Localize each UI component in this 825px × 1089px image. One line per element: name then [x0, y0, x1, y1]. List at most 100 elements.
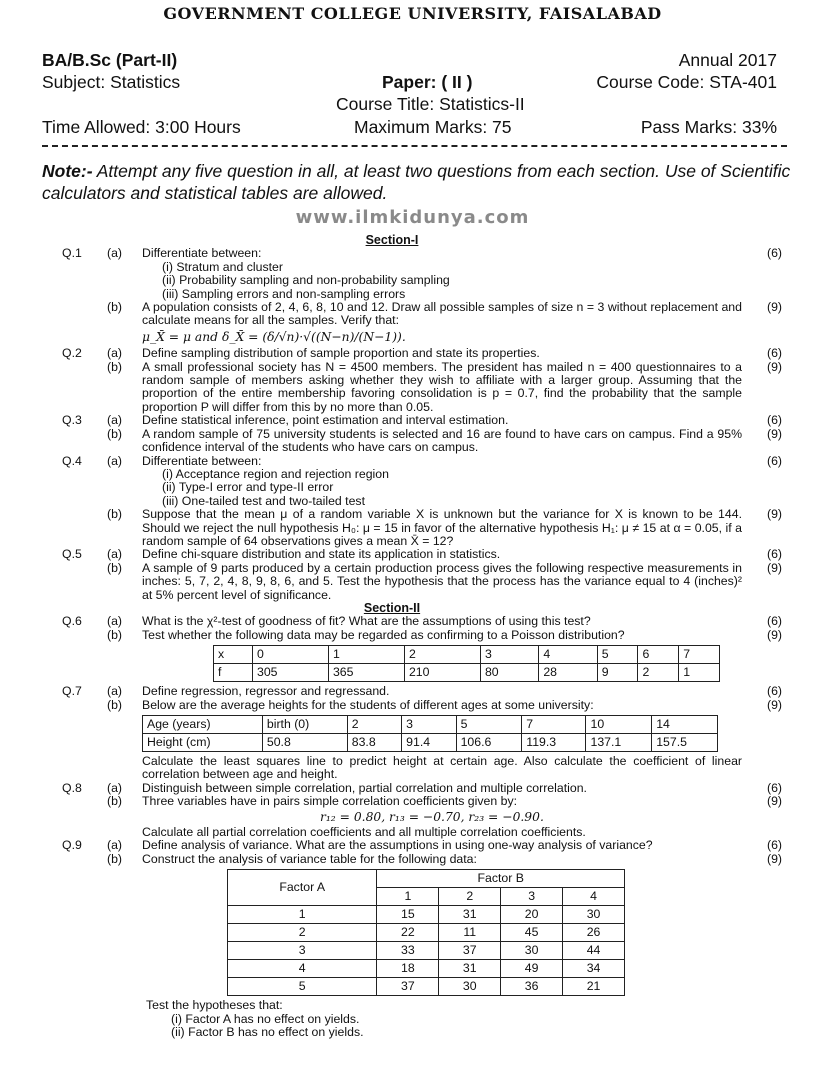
question-number: Q.3	[62, 413, 82, 428]
university-title: GOVERNMENT COLLEGE UNIVERSITY, FAISALABA…	[163, 4, 662, 23]
table-cell: 45	[500, 923, 564, 943]
max-marks: Maximum Marks: 75	[354, 117, 512, 137]
table-row: Age (years) birth (0) 2 3 5 7 10 14	[142, 715, 718, 734]
sub-item: (iii) Sampling errors and non-sampling e…	[162, 286, 406, 301]
marks: (9)	[766, 507, 782, 522]
table-cell: 365	[327, 663, 405, 683]
question-6: Q.6 (a) What is the χ²-test of goodness of…	[62, 614, 782, 683]
question-text: A sample of 9 parts produced by a certai…	[142, 560, 742, 602]
time-allowed: Time Allowed: 3:00 Hours	[42, 117, 241, 137]
table-cell: 137.1	[585, 733, 653, 752]
question-9: Q.9 (a) Define analysis of variance. What …	[62, 839, 782, 1039]
part-label: (a)	[107, 838, 123, 853]
table-cell: 37	[376, 977, 440, 997]
row-header: Factor A	[226, 869, 378, 907]
table-cell: 2	[226, 923, 378, 943]
question-8: Q.8 (a) Distinguish between simple correla…	[62, 780, 782, 840]
table-cell: 2	[403, 645, 481, 665]
question-text: Test whether the following data may be r…	[142, 627, 625, 642]
section-2-heading: Section-II	[363, 600, 421, 615]
question-number: Q.5	[62, 547, 82, 562]
table-cell: 2	[637, 663, 680, 683]
table-cell: 5	[455, 715, 523, 734]
instructions-note: Note:- Attempt any five question in all,…	[42, 160, 792, 204]
age-height-table: Age (years) birth (0) 2 3 5 7 10 14 Height (cm) 5…	[142, 715, 718, 752]
column-label: 3	[500, 887, 564, 907]
question-text: Define regression, regressor and regress…	[142, 684, 390, 699]
table-cell: Age (years)	[142, 715, 263, 734]
table-cell: 26	[562, 923, 625, 943]
part-label: (a)	[107, 780, 123, 795]
course-title: Course Title: Statistics-II	[336, 94, 525, 114]
question-number: Q.1	[62, 246, 82, 261]
marks: (6)	[766, 413, 782, 428]
question-text: What is the χ²-test of goodness of fit? …	[142, 614, 591, 629]
table-cell: 36	[500, 977, 564, 997]
part-label: (b)	[107, 300, 123, 315]
table-cell: 80	[479, 663, 540, 683]
sub-item: (ii) Probability sampling and non-probab…	[162, 273, 450, 288]
question-text: A random sample of 75 university student…	[142, 426, 742, 455]
poisson-data-table: x 0 1 2 3 4 5 6 7 f 305 365 210 80 28 9 2 1	[213, 645, 720, 683]
anova-data-table: Factor A Factor B 1 2 3 4 1 15 31 20 30 2 22 11 45 26 3 3…	[226, 869, 625, 997]
table-cell: 305	[251, 663, 329, 683]
hypotheses: Test the hypotheses that: (i) Factor A h…	[62, 998, 782, 1040]
table-cell: 50.8	[261, 733, 348, 752]
part-label: (b)	[107, 851, 123, 866]
marks: (9)	[766, 560, 782, 575]
table-cell: 1	[226, 905, 378, 925]
program: BA/B.Sc (Part-II)	[42, 50, 178, 70]
table-cell: 14	[651, 715, 718, 734]
part-label: (a)	[107, 614, 123, 629]
table-cell: 21	[562, 977, 625, 997]
session: Annual 2017	[678, 50, 777, 70]
table-cell: 34	[562, 959, 625, 979]
table-cell: 49	[500, 959, 564, 979]
table-cell: 2	[346, 715, 403, 734]
question-text: Test the hypotheses that:	[146, 998, 283, 1013]
marks: (9)	[766, 359, 782, 374]
table-cell: 5	[226, 977, 378, 997]
question-text: A population consists of 2, 4, 6, 8, 10 …	[142, 300, 742, 328]
table-cell: 3	[401, 715, 457, 734]
table-cell: birth (0)	[261, 715, 348, 734]
table-cell: 91.4	[401, 733, 457, 752]
table-cell: 5	[596, 645, 639, 665]
table-cell: 33	[376, 941, 440, 961]
table-header-row: Factor A Factor B	[226, 869, 625, 907]
question-number: Q.8	[62, 780, 82, 795]
question-text: Differentiate between:	[142, 246, 262, 261]
note-text: Attempt any five question in all, at lea…	[42, 161, 791, 203]
table-cell: Height (cm)	[142, 733, 263, 752]
marks: (9)	[766, 426, 782, 441]
marks: (6)	[766, 547, 782, 562]
marks: (9)	[766, 851, 782, 866]
table-row: f 305 365 210 80 28 9 2 1	[213, 663, 720, 683]
table-cell: 30	[500, 941, 564, 961]
table-cell: 28	[538, 663, 598, 683]
marks: (9)	[766, 300, 782, 315]
question-text: Below are the average heights for the st…	[142, 697, 594, 712]
table-cell: x	[213, 645, 253, 665]
hypothesis: (i) Factor A has no effect on yields.	[171, 1011, 360, 1026]
question-number: Q.2	[62, 346, 82, 361]
course-code: Course Code: STA-401	[596, 72, 777, 92]
marks: (6)	[766, 684, 782, 699]
question-number: Q.6	[62, 614, 82, 629]
part-label: (a)	[107, 547, 123, 562]
sub-item: (i) Stratum and cluster	[162, 259, 283, 274]
table-cell: 30	[438, 977, 502, 997]
subject: Subject: Statistics	[42, 72, 181, 92]
marks: (6)	[766, 838, 782, 853]
column-label: 1	[376, 887, 440, 907]
table-cell: 119.3	[521, 733, 587, 752]
table-row: 1 15 31 20 30	[226, 905, 625, 925]
sub-item: (iii) One-tailed test and two-tailed tes…	[162, 493, 365, 508]
table-cell: 11	[438, 923, 502, 943]
table-cell: f	[213, 663, 253, 683]
table-cell: 31	[438, 905, 502, 925]
part-label: (b)	[107, 560, 123, 575]
hypothesis: (ii) Factor B has no effect on yields.	[171, 1025, 364, 1040]
pass-marks: Pass Marks: 33%	[640, 117, 777, 137]
